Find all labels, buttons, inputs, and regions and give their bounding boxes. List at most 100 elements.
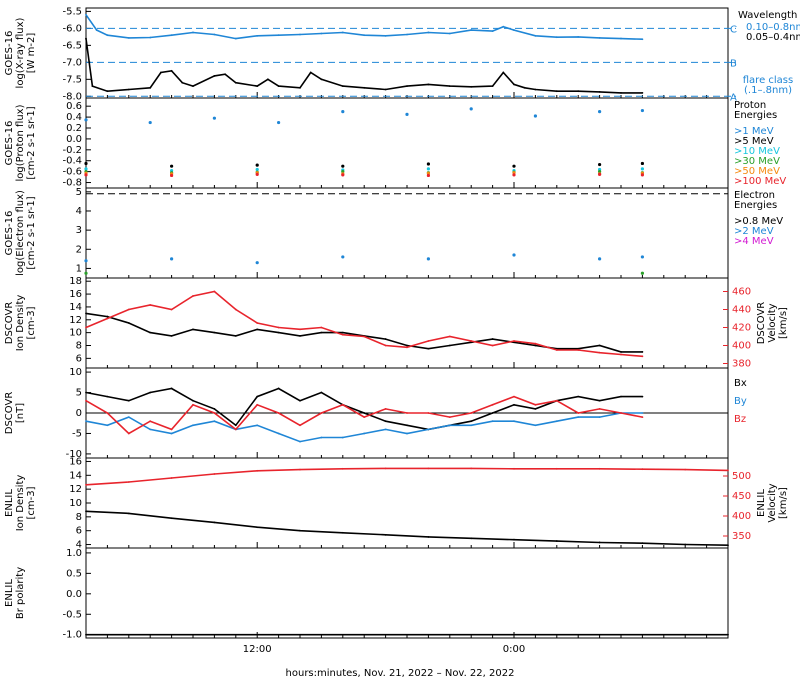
data-point [170,173,174,178]
y2-tick-label: 500 [732,471,751,482]
data-point [299,529,301,532]
flare-level-label: B [730,58,737,69]
data-point [384,428,387,431]
data-point [577,90,580,93]
y-tick-label: -7.0 [62,57,82,68]
series-line [85,467,729,486]
data-point [170,387,173,390]
data-point [640,173,645,177]
y-axis-label: ENLIL [4,579,15,607]
data-point [555,399,558,402]
data-point [534,344,537,347]
y-tick-label: -5 [72,428,82,439]
data-point [213,408,216,410]
data-point [555,420,558,423]
data-point [213,473,216,475]
data-point [106,317,109,320]
data-point [256,34,259,37]
data-point [555,467,558,470]
data-point [234,308,237,311]
data-point [727,633,729,636]
data-point [598,36,601,39]
data-point [277,120,281,125]
data-point [170,69,173,72]
data-point [491,403,494,406]
data-point [620,37,622,40]
data-point [256,85,259,88]
y-tick-label: 1 [76,263,82,274]
data-point [192,424,194,427]
data-point [127,36,130,39]
data-point [641,542,644,545]
data-point [512,164,516,168]
data-point [213,75,216,77]
data-point [641,355,644,358]
y-tick-label: 6 [76,353,82,364]
data-point [234,37,237,40]
data-point [470,412,473,414]
data-point [341,110,345,114]
y-tick-label: 2 [76,244,82,255]
data-point [277,432,280,435]
y-tick-label: 0.5 [66,568,82,579]
data-point [106,395,109,398]
data-point [405,112,409,116]
data-point [127,481,130,483]
data-point [170,428,173,431]
data-point [641,412,644,414]
data-point [127,88,130,91]
data-point [234,334,237,337]
y-tick-label: -0.2 [62,145,82,156]
panel-frame-dscovr-plasma [85,277,729,369]
data-point [213,420,216,423]
y-axis-label: DSCOVR [4,392,15,435]
y2-axis-label: Velocity [767,483,778,522]
y-tick-label: -1.0 [62,630,82,641]
y-axis-label: [W m-2] [26,33,37,74]
legend-entry: >10 MeV [734,146,780,157]
y-tick-label: -6.0 [62,23,82,34]
data-point [684,468,687,471]
y-tick-label: 12 [69,315,82,326]
data-point [277,331,280,334]
data-point [426,257,430,261]
data-point [512,253,516,257]
data-point [192,403,194,406]
data-point [181,81,184,84]
y-axis-label: GOES-16 [4,211,15,256]
y2-axis-label: ENLIL [756,489,767,517]
data-point [85,13,87,16]
data-point [513,403,515,406]
legend-entry: >0.8 MeV [734,216,783,227]
data-point [234,428,237,431]
data-point [85,391,87,394]
y-tick-label: -5.5 [62,6,82,17]
data-point [598,90,601,93]
data-point [149,391,152,394]
y-tick-label: -8.0 [62,91,82,102]
data-point [267,78,269,81]
data-point [149,331,152,334]
data-point [513,29,515,31]
data-point [192,295,194,297]
data-point [85,37,87,40]
y-tick-label: 8 [76,512,82,523]
y-axis-label: GOES-16 [4,31,15,76]
data-point [555,36,558,39]
legend-entry: 0.10–0.8nm [746,22,800,33]
y-tick-label: 14 [69,302,82,313]
data-point [192,85,194,88]
data-point [406,344,408,347]
data-point [513,420,515,423]
data-point [534,408,537,410]
legend-entry: By [734,396,747,407]
data-point [320,331,323,334]
data-point [149,420,152,423]
y2-tick-label: 380 [732,359,751,370]
data-point [406,85,408,88]
y-tick-label: 16 [69,456,82,467]
data-point [577,347,580,350]
y-tick-label: 10 [69,367,82,378]
data-point [192,399,194,402]
data-point [384,420,387,423]
